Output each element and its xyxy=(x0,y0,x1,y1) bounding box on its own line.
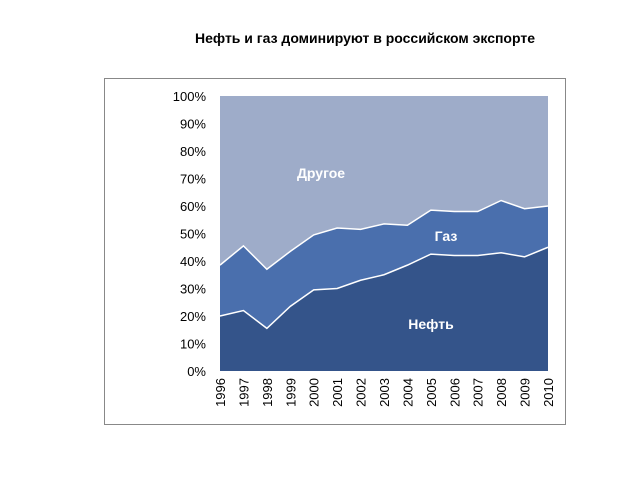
y-tick-label: 50% xyxy=(180,227,206,242)
x-tick-label: 2001 xyxy=(330,378,345,407)
y-tick-label: 40% xyxy=(180,254,206,269)
series-boundary-line-1 xyxy=(219,199,549,271)
y-tick-label: 80% xyxy=(180,144,206,159)
y-tick-label: 60% xyxy=(180,199,206,214)
x-axis: 1996 1997 1998 1999 2000 2001 2002 2003 2004 2005… xyxy=(213,378,556,407)
y-tick-label: 70% xyxy=(180,172,206,187)
chart-areas xyxy=(219,96,549,371)
x-tick-label: 2010 xyxy=(541,378,556,407)
x-tick-label: 2007 xyxy=(471,378,486,407)
y-tick-label: 0% xyxy=(187,364,206,379)
y-tick-label: 10% xyxy=(180,337,206,352)
x-tick-label: 2005 xyxy=(424,378,439,407)
area-0 xyxy=(220,247,548,371)
y-tick-label: 90% xyxy=(180,117,206,132)
area-2 xyxy=(220,96,548,270)
y-tick-label: 100% xyxy=(173,89,207,104)
area-labels: Нефть Газ Другое xyxy=(297,165,457,332)
series-label-2: Другое xyxy=(297,165,345,181)
area-1 xyxy=(220,200,548,329)
x-tick-label: 2009 xyxy=(518,378,533,407)
y-tick-label: 20% xyxy=(180,309,206,324)
x-tick-label: 2006 xyxy=(447,378,462,407)
x-tick-label: 1998 xyxy=(260,378,275,407)
series-label-0: Нефть xyxy=(408,316,454,332)
series-boundary-line-0 xyxy=(219,246,549,330)
x-tick-label: 2004 xyxy=(400,378,415,407)
x-tick-label: 1997 xyxy=(236,378,251,407)
x-tick-label: 2002 xyxy=(354,378,369,407)
x-tick-label: 2003 xyxy=(377,378,392,407)
y-tick-label: 30% xyxy=(180,282,206,297)
y-axis: 0% 10% 20% 30% 40% 50% 60% 70% 80% 90% 100% xyxy=(173,89,207,379)
x-tick-label: 1999 xyxy=(283,378,298,407)
x-tick-label: 1996 xyxy=(213,378,228,407)
x-tick-label: 2000 xyxy=(307,378,322,407)
x-tick-label: 2008 xyxy=(494,378,509,407)
chart-title: Нефть и газ доминируют в российском эксп… xyxy=(194,30,535,46)
series-label-1: Газ xyxy=(435,228,458,244)
